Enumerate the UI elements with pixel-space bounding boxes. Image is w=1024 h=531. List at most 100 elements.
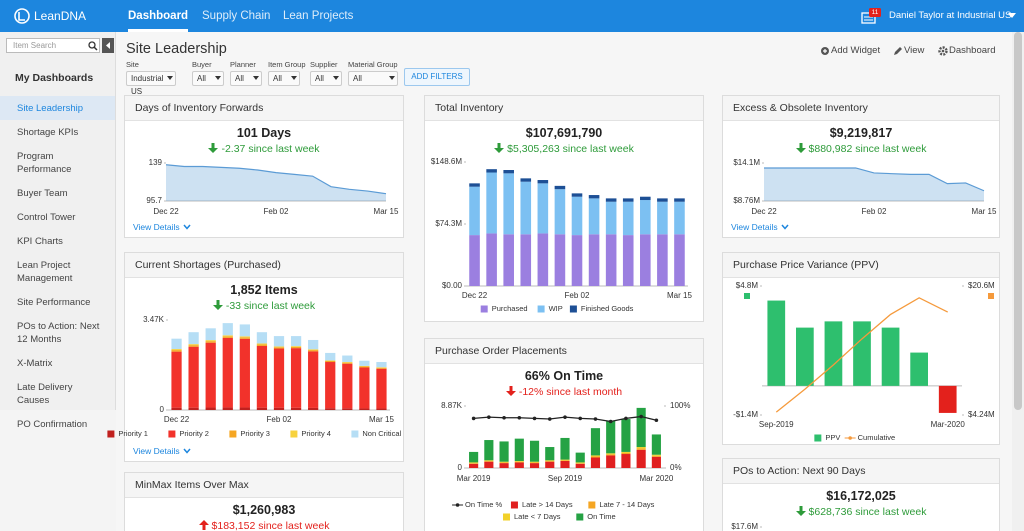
sidebar: Item Search My Dashboards Site Leadershi… [0,32,116,430]
action-icon[interactable] [820,46,830,56]
select-caret [167,76,173,80]
widget-title: Purchase Order Placements [425,339,703,364]
widget-title: Excess & Obsolete Inventory [723,96,999,121]
dashboard-link[interactable]: Control Tower [17,211,76,223]
widget-title: Total Inventory [425,96,703,121]
header-action[interactable]: View [904,45,925,56]
widget-title: Purchase Price Variance (PPV) [723,253,999,278]
add-filters-button[interactable]: ADD FILTERS [404,68,470,86]
widget-title: Current Shortages (Purchased) [125,253,403,278]
select-caret [389,76,395,80]
dashboard-link[interactable]: KPI Charts [17,235,63,247]
filter-select[interactable]: All [268,71,300,86]
filter-select[interactable]: All [348,71,398,86]
dashboard-link[interactable]: Program Performance [17,150,72,175]
change-text: -33 since last week [225,300,316,312]
widget: Total Inventory $107,691,790 $5,305,263 si… [424,95,704,322]
widget-change: $5,305,263 since last week [425,143,703,155]
page-title: Site Leadership [126,41,227,57]
logo-text: LeanDNA [34,9,87,23]
widget-title: Days of Inventory Forwards [125,96,403,121]
header-action[interactable]: Add Widget [831,45,881,56]
chevron[interactable] [183,447,191,455]
filter-select[interactable]: All [230,71,262,86]
view-details-link[interactable]: View Details [133,222,191,232]
widget-headline: 66% On Time [524,369,604,383]
chevron[interactable] [183,223,191,231]
trend-arrow [494,143,505,153]
view-details-link[interactable]: View Details [133,446,191,456]
link-text[interactable]: View Details [133,222,180,232]
action-icon[interactable] [938,46,948,56]
widget-change: -33 since last week [125,300,403,312]
widget-title: POs to Action: Next 90 Days [723,459,999,484]
trend-arrow [198,520,209,530]
dashboard-link[interactable]: POs to Action: Next 12 Months [17,320,100,345]
filter-label: Buyer [192,60,212,69]
widget: Excess & Obsolete Inventory $9,219,817 $88… [722,95,1000,238]
widget-headline: $9,219,817 [829,126,893,140]
widget-change: -12% since last month [425,386,703,398]
action-icon[interactable] [893,46,903,56]
trend-arrow [795,143,806,153]
search-icon[interactable] [88,41,98,51]
filter-label: Supplier [310,60,338,69]
change-text: $5,305,263 since last week [507,143,634,155]
widget-headline: $107,691,790 [525,126,603,140]
dashboard-list: Site Leadership Shortage KPIs Program Perf… [0,96,115,436]
trend-arrow [505,386,516,396]
dashboard-link[interactable]: X-Matrix [17,357,53,369]
collapse-button[interactable] [102,38,114,53]
user-menu[interactable]: Daniel Taylor at Industrial US [889,10,1012,21]
widget: Purchase Order Placements 66% On Time -12%… [424,338,704,531]
trend-arrow [208,143,219,153]
filter-select[interactable]: Industrial US [126,71,176,96]
scrollbar[interactable] [1012,32,1024,531]
chevron[interactable] [781,223,789,231]
widget-change: $183,152 since last week [125,520,403,531]
logo-icon [14,8,30,24]
widget: POs to Action: Next 90 Days $16,172,025 $6… [722,458,1000,531]
filter-label: Planner [230,60,256,69]
dashboard-link[interactable]: Site Performance [17,296,91,308]
widget: Days of Inventory Forwards 101 Days -2.37 … [124,95,404,238]
widget-change: -2.37 since last week [125,143,403,155]
change-text: -2.37 since last week [221,143,320,155]
widget-headline: $16,172,025 [826,489,896,503]
dashboard-link[interactable]: Shortage KPIs [17,126,79,138]
dashboard-link[interactable]: Late Delivery Causes [17,381,73,406]
link-text[interactable]: View Details [133,446,180,456]
scroll-thumb[interactable] [1014,32,1022,410]
select-caret [333,76,339,80]
nav-tab[interactable]: Supply Chain [202,10,271,22]
widget-headline: 1,852 Items [230,283,298,297]
filter-select[interactable]: All [310,71,342,86]
dashboard-link[interactable]: Buyer Team [17,187,68,199]
dashboard-link[interactable]: Lean Project Management [17,259,73,284]
change-text: $628,736 since last week [808,506,927,518]
search-box[interactable]: Item Search [6,38,100,53]
nav-tab[interactable]: Dashboard [128,0,189,32]
notification-icon[interactable] [861,8,883,26]
widget-change: $880,982 since last week [723,143,999,155]
trend-arrow [212,300,223,310]
caret [1008,13,1016,18]
trend-arrow [795,506,806,516]
widget-title: MinMax Items Over Max [125,473,403,498]
link-text[interactable]: View Details [731,222,778,232]
select-caret [291,76,297,80]
filter-label: Site [126,60,139,69]
sidebar-heading: My Dashboards [15,72,94,84]
dashboard-link[interactable]: Site Leadership [0,96,115,120]
widget-change: $628,736 since last week [723,506,999,518]
view-details-link[interactable]: View Details [731,222,789,232]
filter-select[interactable]: All [192,71,224,86]
top-nav: LeanDNA Dashboard Supply Chain Lean Proj… [0,0,1024,32]
header-action[interactable]: Dashboard [949,45,996,56]
widget-headline: $1,260,983 [232,503,296,517]
widget: Current Shortages (Purchased) 1,852 Items… [124,252,404,462]
dashboard-link[interactable]: PO Confirmation [17,418,88,430]
nav-tab[interactable]: Lean Projects [283,10,354,22]
notification-count: 11 [871,9,879,16]
